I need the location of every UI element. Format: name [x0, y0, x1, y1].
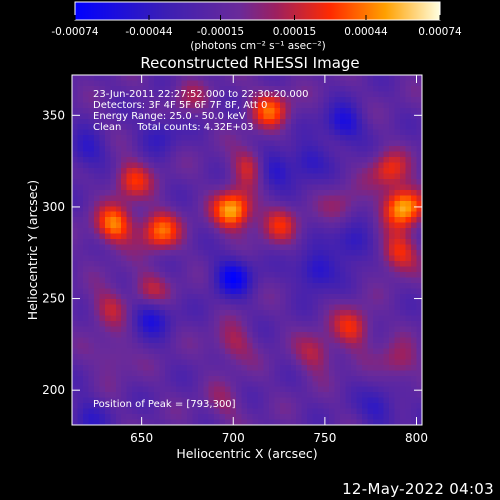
y-tick-label: 250 — [42, 292, 65, 306]
x-axis: 650 700 750 800 — [130, 75, 428, 445]
colorbar-tick-label: 0.00044 — [344, 26, 388, 38]
x-tick-label: 650 — [130, 431, 153, 445]
colorbar-ticks: -0.00074 -0.00044 -0.00015 0.00015 0.00044 0.… — [51, 15, 462, 38]
heatmap-image — [72, 75, 422, 425]
x-tick-label: 700 — [222, 431, 245, 445]
plot-frame — [71, 74, 423, 426]
annotation-time-range: 23-Jun-2011 22:27:52.000 to 22:30:20.000 — [93, 89, 309, 100]
x-axis-label: Heliocentric X (arcsec) — [176, 446, 317, 461]
heatmap-raster — [72, 75, 422, 425]
colorbar-gradient — [74, 1, 441, 21]
colorbar-tick-label: 0.00074 — [418, 26, 462, 38]
colorbar-units: (photons cm⁻² s⁻¹ asec⁻²) — [190, 40, 325, 52]
colorbar-tick-label: -0.00074 — [51, 26, 99, 38]
colorbar: -0.00074 -0.00044 -0.00015 0.00015 0.00044 0.… — [51, 1, 462, 52]
annotations: 23-Jun-2011 22:27:52.000 to 22:30:20.000… — [93, 89, 309, 410]
annotation-detectors: Detectors: 3F 4F 5F 6F 7F 8F, Att 0 — [93, 100, 267, 111]
colorbar-tick-label: -0.00044 — [125, 26, 173, 38]
colorbar-tick-label: -0.00015 — [197, 26, 244, 38]
y-tick-label: 200 — [42, 383, 65, 397]
colorbar-tick-label: 0.00015 — [273, 26, 316, 38]
annotation-energy-range: Energy Range: 25.0 - 50.0 keV — [93, 111, 246, 122]
annotation-counts: Clean Total counts: 4.32E+03 — [93, 122, 253, 133]
footer-timestamp: 12-May-2022 04:03 — [342, 480, 494, 498]
y-tick-label: 300 — [42, 200, 65, 214]
y-axis-label: Heliocentric Y (arcsec) — [25, 180, 40, 320]
y-tick-label: 350 — [42, 108, 65, 122]
x-tick-label: 750 — [313, 431, 336, 445]
peak-position-label: Position of Peak = [793,300] — [93, 399, 236, 410]
chart-title: Reconstructed RHESSI Image — [140, 54, 359, 72]
x-tick-label: 800 — [405, 431, 428, 445]
y-axis: 200 250 300 350 — [42, 108, 422, 397]
